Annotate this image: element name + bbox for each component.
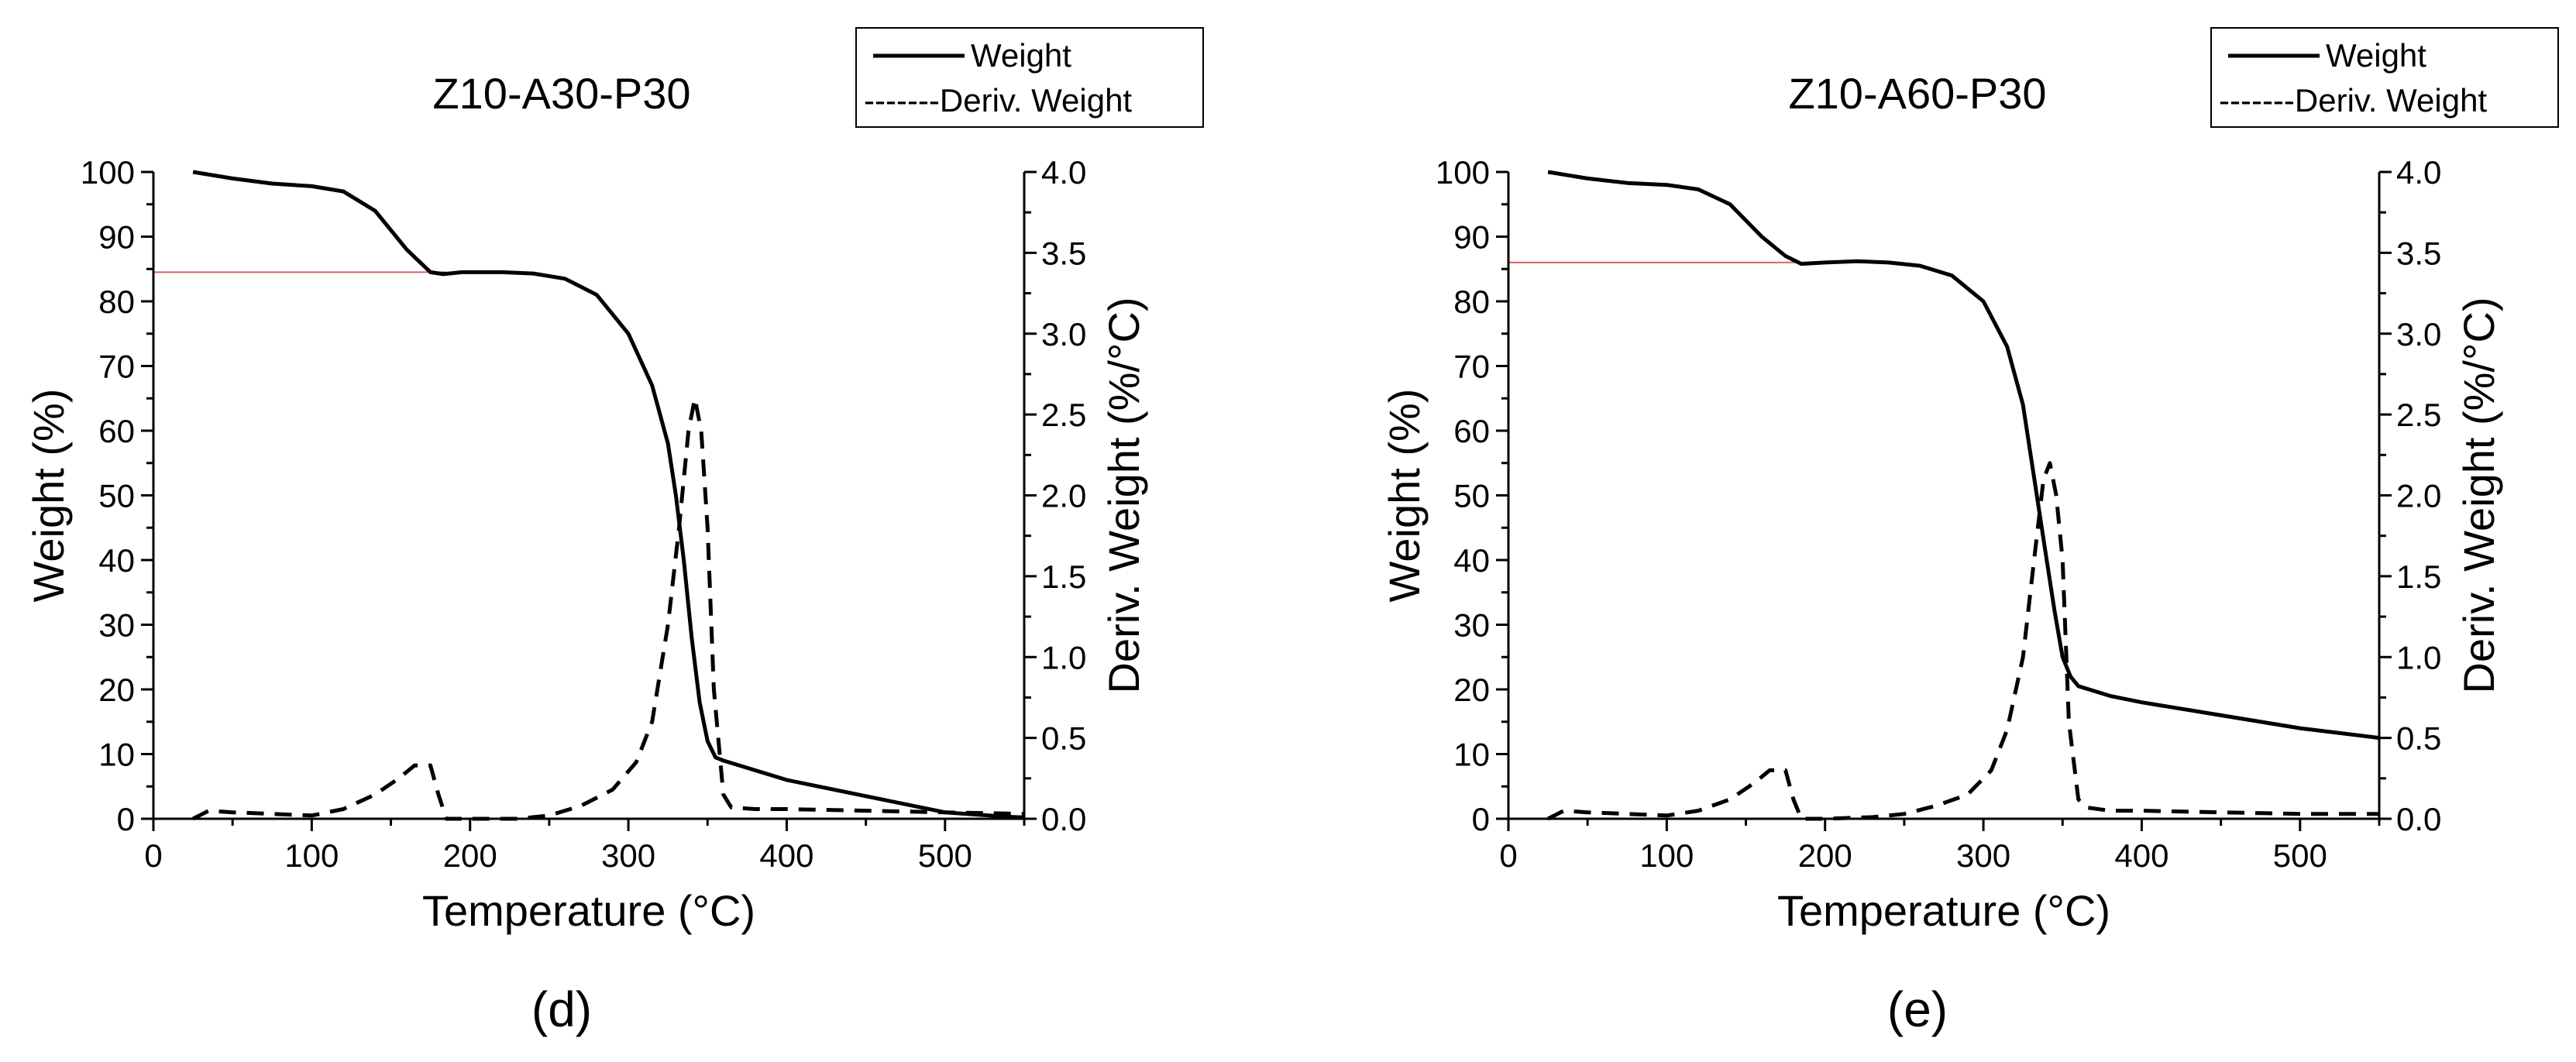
y2-tick-label: 3.0 [2396,316,2441,352]
legend: Weight -------Deriv. Weight [2210,27,2559,128]
chart-title: Z10-A30-P30 [432,69,690,118]
weight-series [192,170,1025,820]
x-tick-label: 0 [144,837,162,874]
y-tick-label: 100 [81,154,135,191]
y2-tick-label: 0.0 [1041,801,1086,837]
y-tick-label: 20 [1453,672,1490,708]
y-tick-label: 20 [98,672,135,708]
legend-deriv-label: -------Deriv. Weight [2219,82,2487,119]
y2-tick-label: 1.5 [1041,558,1086,595]
x-tick-label: 500 [2273,837,2327,874]
y-tick-label: 0 [1472,801,1490,837]
y-tick-label: 40 [1453,542,1490,579]
x-tick-label: 400 [2114,837,2168,874]
y2-axis-label: Deriv. Weight (%/°C) [1099,297,1148,694]
x-tick-label: 400 [759,837,813,874]
deriv-weight-series [1546,461,2379,821]
weight-series [1547,170,2380,741]
y2-tick-label: 2.0 [1041,478,1086,514]
y2-tick-label: 0.5 [1041,720,1086,757]
y2-tick-label: 1.0 [1041,639,1086,675]
x-tick-label: 200 [1798,837,1852,874]
x-tick-label: 100 [284,837,339,874]
deriv-weight-series [191,396,1025,821]
y-tick-label: 30 [98,607,135,644]
y-tick-label: 10 [1453,737,1490,773]
y2-tick-label: 0.0 [2396,801,2441,837]
x-tick-label: 100 [1639,837,1694,874]
y-axis-label: Weight (%) [1380,389,1429,603]
chart-title: Z10-A60-P30 [1788,69,2046,118]
legend: Weight -------Deriv. Weight [855,27,1204,128]
y-tick-label: 90 [98,219,135,256]
legend-weight-label: Weight [971,37,1071,74]
x-tick-label: 300 [1956,837,2010,874]
y-tick-label: 60 [1453,413,1490,449]
y-axis-label: Weight (%) [24,389,73,603]
y-tick-label: 70 [1453,349,1490,385]
y2-tick-label: 2.0 [2396,478,2441,514]
x-tick-label: 0 [1499,837,1517,874]
y-tick-label: 50 [1453,478,1490,514]
y2-tick-label: 2.5 [2396,397,2441,433]
y2-tick-label: 4.0 [2396,154,2441,191]
y-tick-label: 60 [98,413,135,449]
y-tick-label: 100 [1436,154,1490,191]
y2-tick-label: 0.5 [2396,720,2441,757]
x-axis-label: Temperature (°C) [1777,886,2110,935]
x-tick-label: 200 [443,837,497,874]
y2-tick-label: 4.0 [1041,154,1086,191]
y2-axis-label: Deriv. Weight (%/°C) [2454,297,2503,694]
x-tick-label: 500 [918,837,972,874]
legend-box [855,27,1204,128]
y2-tick-label: 1.5 [2396,558,2441,595]
y-tick-label: 90 [1453,219,1490,256]
y2-tick-label: 3.5 [1041,235,1086,271]
y-tick-label: 70 [98,349,135,385]
x-tick-label: 300 [601,837,655,874]
panel-label: (e) [1887,981,1948,1037]
panel-label: (d) [531,981,592,1037]
chart-panel-e: Z10-A60-P30 0 100 200 300 400 500 0 10 20 30 40 50 60… [1380,27,2559,1037]
y-tick-label: 0 [117,801,135,837]
y2-tick-label: 3.0 [1041,316,1086,352]
y-tick-label: 10 [98,737,135,773]
legend-box [2210,27,2559,128]
legend-weight-label: Weight [2326,37,2426,74]
y2-tick-label: 3.5 [2396,235,2441,271]
y-tick-label: 30 [1453,607,1490,644]
x-axis-label: Temperature (°C) [422,886,755,935]
y-tick-label: 50 [98,478,135,514]
y2-tick-label: 1.0 [2396,639,2441,675]
y-tick-label: 40 [98,542,135,579]
y-tick-label: 80 [98,284,135,320]
y-tick-label: 80 [1453,284,1490,320]
legend-deriv-label: -------Deriv. Weight [864,82,1132,119]
chart-panel-d: Z10-A30-P30 0 100 200 300 400 500 0 10 20 30 40 50 60… [24,27,1204,1037]
y2-tick-label: 2.5 [1041,397,1086,433]
